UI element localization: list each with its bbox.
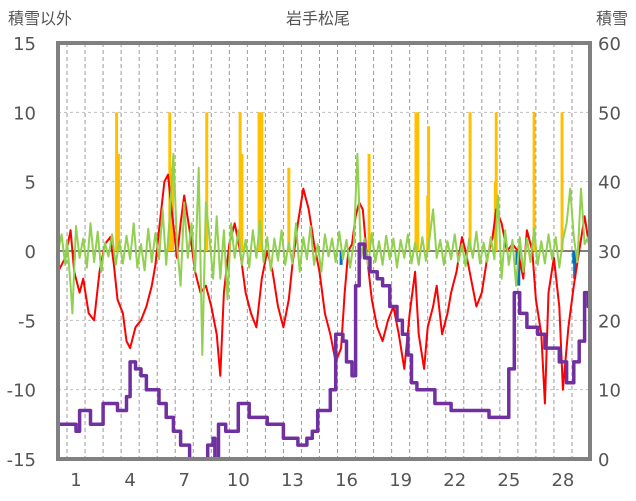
x-tick-label: 13 xyxy=(281,470,304,491)
x-tick-label: 28 xyxy=(551,470,574,491)
temperature-line xyxy=(57,173,591,405)
left-axis-label: 積雪以外 xyxy=(8,9,72,28)
precipitation-bar xyxy=(287,167,291,251)
left-tick-label: 10 xyxy=(13,103,36,124)
right-tick-label: 30 xyxy=(598,242,621,263)
x-tick-label: 16 xyxy=(335,470,358,491)
left-tick-label: 0 xyxy=(25,242,36,263)
right-axis-label: 積雪 xyxy=(596,9,628,28)
x-tick-label: 4 xyxy=(124,470,135,491)
negative-bar xyxy=(515,251,519,265)
precipitation-bar xyxy=(427,126,431,251)
right-tick-label: 60 xyxy=(598,34,621,55)
precipitation-bar xyxy=(494,112,498,251)
x-tick-label: 19 xyxy=(389,470,412,491)
series-lines xyxy=(57,152,592,461)
left-tick-label: 15 xyxy=(13,34,36,55)
precipitation-bar xyxy=(416,112,420,251)
x-tick-label: 10 xyxy=(227,470,250,491)
precipitation-bar xyxy=(205,112,209,251)
precipitation-bar xyxy=(560,112,564,251)
negative-bar xyxy=(339,251,343,265)
precipitation-bar xyxy=(257,112,261,251)
precipitation-bar xyxy=(468,112,472,251)
precipitation-bar xyxy=(532,112,536,251)
right-tick-label: 20 xyxy=(598,311,621,332)
precipitation-bar xyxy=(115,112,119,251)
snow-depth-line xyxy=(58,242,592,461)
precipitation-bar xyxy=(260,112,264,251)
right-tick-label: 40 xyxy=(598,173,621,194)
left-tick-label: -10 xyxy=(7,381,36,402)
right-tick-label: 0 xyxy=(598,450,609,471)
temp-change-line xyxy=(57,152,591,356)
left-tick-label: -5 xyxy=(18,311,36,332)
left-tick-label: 5 xyxy=(25,173,36,194)
precipitation-bar xyxy=(367,153,371,251)
plot-frame xyxy=(56,41,592,461)
negative-bar xyxy=(573,251,577,279)
x-tick-label: 1 xyxy=(70,470,81,491)
x-tick-label: 25 xyxy=(497,470,520,491)
x-tick-labels: 1 4 7 10 13 16 19 22 25 28 xyxy=(70,470,574,491)
chart-title: 岩手松尾 xyxy=(286,9,350,28)
precipitation-bar xyxy=(414,112,418,251)
left-tick-labels: 15 10 5 0 -5 -10 -15 xyxy=(7,34,36,471)
precipitation-bar xyxy=(116,153,120,251)
precipitation-bar xyxy=(238,112,242,251)
left-tick-label: -15 xyxy=(7,450,36,471)
precipitation-bar xyxy=(240,153,244,251)
negative-bar xyxy=(517,251,521,286)
right-tick-label: 50 xyxy=(598,103,621,124)
x-tick-label: 22 xyxy=(443,470,466,491)
precipitation-bar xyxy=(168,112,172,251)
right-tick-label: 10 xyxy=(598,381,621,402)
x-tick-label: 7 xyxy=(179,470,190,491)
right-tick-labels: 60 50 40 30 20 10 0 xyxy=(598,34,621,471)
